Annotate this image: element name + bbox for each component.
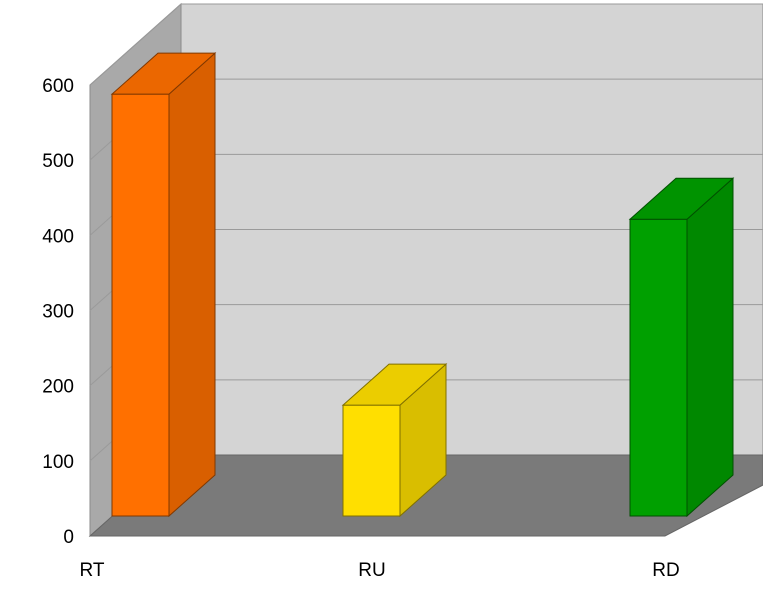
bar-side <box>168 52 216 518</box>
y-axis: 0 100 200 300 400 500 600 <box>42 76 74 548</box>
bar <box>628 177 735 518</box>
y-tick-label: 600 <box>42 76 74 97</box>
bar-side <box>686 177 734 518</box>
x-axis: RT RU RD <box>80 560 680 581</box>
bar <box>341 363 448 518</box>
x-tick-label: RT <box>80 560 105 581</box>
gridline-side <box>89 3 182 86</box>
y-tick-label: 0 <box>63 527 74 548</box>
bar-top <box>341 363 448 406</box>
bar-top <box>110 52 217 95</box>
bar-front <box>342 404 401 517</box>
y-tick-label: 500 <box>42 151 74 172</box>
x-tick-label: RU <box>358 560 385 581</box>
y-tick-label: 200 <box>42 377 74 398</box>
bars <box>110 52 735 518</box>
bar-top <box>628 177 735 220</box>
x-tick-label: RD <box>652 560 679 581</box>
y-tick-label: 100 <box>42 452 74 473</box>
bar-front <box>629 218 688 517</box>
y-tick-label: 300 <box>42 302 74 323</box>
bar-front <box>111 93 170 517</box>
bar <box>110 52 217 518</box>
y-tick-label: 400 <box>42 226 74 247</box>
